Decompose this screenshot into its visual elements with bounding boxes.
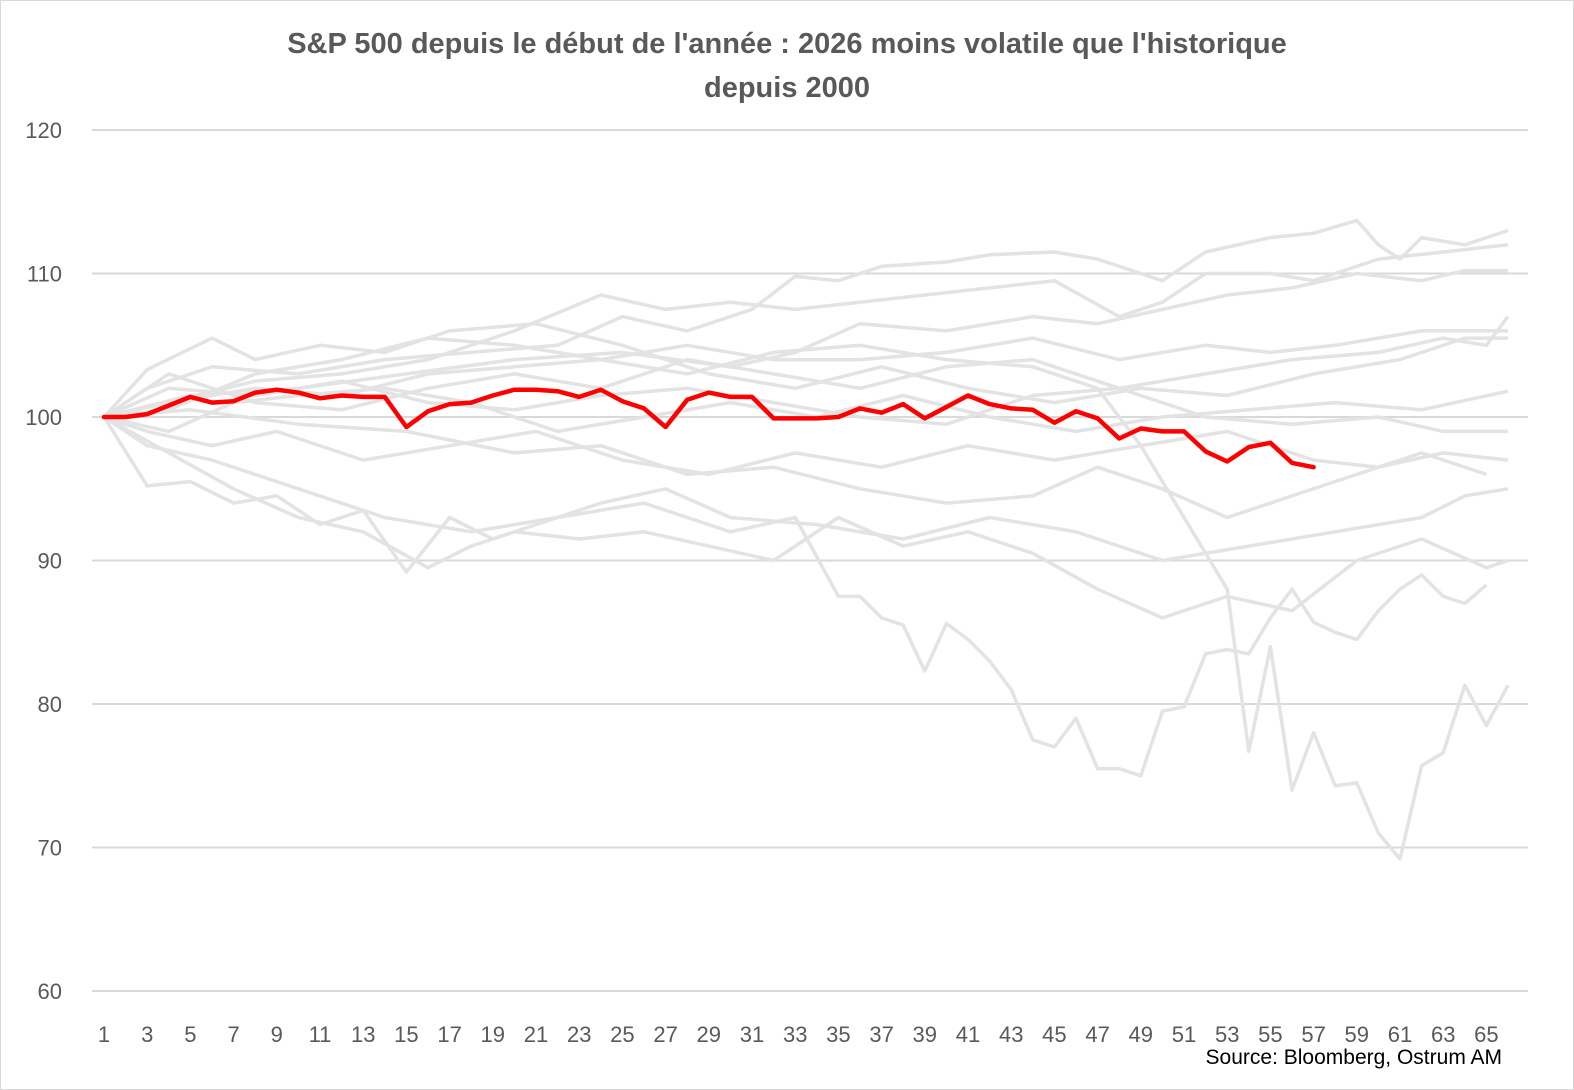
history-series-line	[102, 416, 1509, 574]
x-tick-label: 45	[1042, 1022, 1066, 1047]
history-series-line	[103, 218, 1509, 419]
x-tick-label: 51	[1172, 1022, 1196, 1047]
history-series-line	[103, 415, 1509, 477]
history-series-line	[103, 243, 1509, 419]
history-series-line	[103, 386, 1509, 434]
x-tick-label: 61	[1388, 1022, 1412, 1047]
y-tick-label: 70	[38, 836, 62, 861]
x-tick-label: 53	[1215, 1022, 1239, 1047]
x-tick-label: 55	[1258, 1022, 1282, 1047]
x-tick-label: 29	[697, 1022, 721, 1047]
history-series-line	[102, 321, 1508, 419]
x-tick-label: 5	[184, 1022, 196, 1047]
history-series-line	[103, 268, 1508, 419]
y-tick-label: 60	[38, 979, 62, 1004]
x-tick-label: 11	[309, 1022, 332, 1047]
highlight-series	[101, 387, 1316, 470]
x-tick-label: 21	[524, 1022, 548, 1047]
historical-series	[102, 218, 1510, 861]
gridlines	[92, 129, 1528, 992]
x-tick-label: 31	[740, 1022, 764, 1047]
y-axis-labels: 60 70 80 90 100 110 120	[25, 118, 62, 1004]
y-tick-label: 120	[25, 118, 62, 143]
x-tick-label: 25	[610, 1022, 634, 1047]
x-tick-label: 41	[956, 1022, 980, 1047]
x-tick-label: 43	[999, 1022, 1023, 1047]
x-tick-label: 47	[1085, 1022, 1109, 1047]
x-tick-label: 27	[653, 1022, 677, 1047]
x-tick-label: 35	[826, 1022, 850, 1047]
x-tick-label: 19	[481, 1022, 505, 1047]
chart-title-line-1: S&P 500 depuis le début de l'année : 202…	[287, 28, 1287, 60]
chart-title-line-2: depuis 2000	[703, 72, 871, 104]
y-tick-label: 80	[38, 692, 62, 717]
history-series-line	[103, 415, 1509, 620]
x-tick-label: 23	[567, 1022, 591, 1047]
x-tick-label: 9	[271, 1022, 283, 1047]
x-tick-label: 7	[227, 1022, 239, 1047]
history-series-line	[103, 343, 1510, 861]
x-tick-label: 13	[351, 1022, 375, 1047]
history-series-line	[103, 329, 1508, 419]
x-tick-label: 15	[394, 1022, 418, 1047]
history-series-line	[103, 408, 1487, 520]
x-tick-label: 39	[913, 1022, 937, 1047]
x-axis-labels: 1 3 5 7 9 11 13 15 17 19 21 23 25 27 29 31 33 35 37 39 41 43 4…	[98, 1022, 1499, 1047]
x-tick-label: 49	[1129, 1022, 1153, 1047]
x-tick-label: 59	[1345, 1022, 1369, 1047]
x-tick-label: 33	[783, 1022, 807, 1047]
x-tick-label: 3	[141, 1022, 153, 1047]
history-series-line	[103, 415, 1488, 778]
y-tick-label: 90	[38, 549, 62, 574]
series-2026-line	[101, 387, 1316, 470]
y-tick-label: 110	[27, 262, 62, 287]
source-note: Source: Bloomberg, Ostrum AM	[1205, 1046, 1502, 1069]
x-tick-label: 1	[98, 1022, 110, 1047]
x-tick-label: 63	[1431, 1022, 1455, 1047]
x-tick-label: 57	[1301, 1022, 1325, 1047]
history-series-line	[103, 379, 1508, 434]
x-tick-label: 37	[869, 1022, 893, 1047]
y-tick-label: 100	[25, 405, 62, 430]
x-tick-label: 65	[1474, 1022, 1498, 1047]
history-series-line	[103, 315, 1510, 419]
x-tick-label: 17	[437, 1022, 461, 1047]
